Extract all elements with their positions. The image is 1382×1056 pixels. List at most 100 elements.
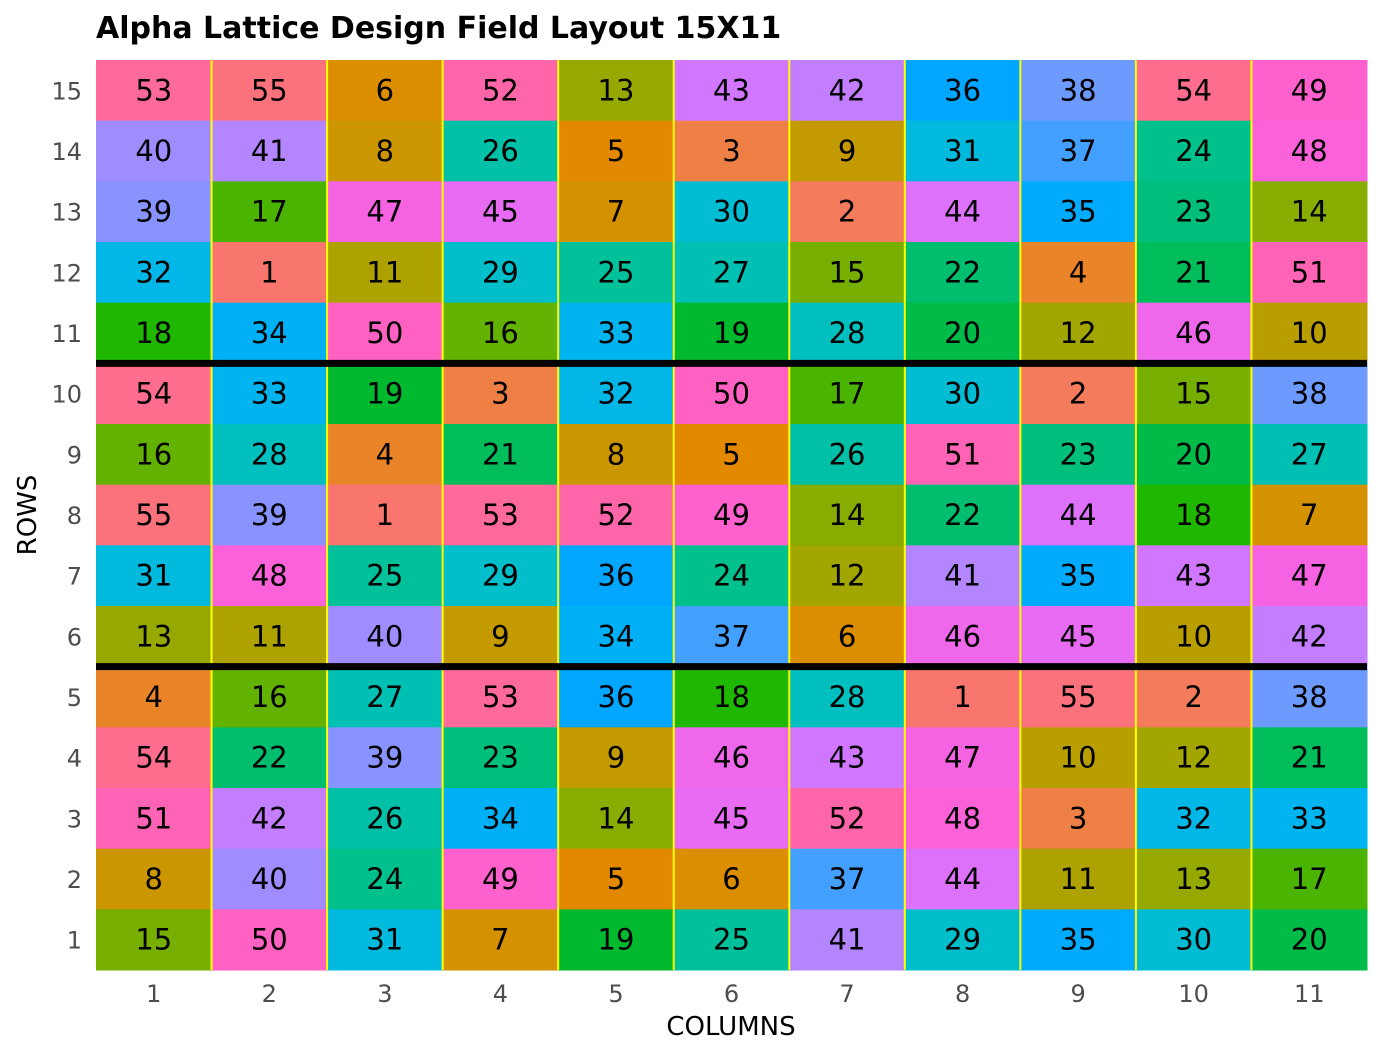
cell-label: 44 xyxy=(1060,498,1097,532)
x-tick-label: 1 xyxy=(146,980,161,1008)
plot-cell xyxy=(1251,302,1368,364)
plot-separators xyxy=(96,60,1367,970)
cell-label: 25 xyxy=(366,559,403,593)
plot-cell xyxy=(673,424,790,486)
plot-cell xyxy=(1135,788,1252,850)
cell-label: 22 xyxy=(251,741,288,775)
cell-label: 44 xyxy=(944,195,981,229)
cell-label: 14 xyxy=(1291,195,1328,229)
plot-cell xyxy=(789,545,906,607)
plot-cell xyxy=(558,788,675,850)
cell-label: 48 xyxy=(1291,134,1328,168)
plot-cell xyxy=(442,363,559,425)
cell-label: 2 xyxy=(838,195,856,229)
x-tick-label: 11 xyxy=(1294,980,1325,1008)
cell-label: 24 xyxy=(713,559,750,593)
cell-label: 14 xyxy=(829,498,866,532)
plot-cell xyxy=(1251,120,1368,182)
cell-label: 49 xyxy=(713,498,750,532)
cell-label: 10 xyxy=(1175,619,1212,653)
plot-cell xyxy=(1251,363,1368,425)
cell-label: 7 xyxy=(607,195,625,229)
plot-cell xyxy=(442,545,559,607)
cell-label: 33 xyxy=(598,316,635,350)
cell-label: 55 xyxy=(135,498,172,532)
plot-cell xyxy=(1135,909,1252,971)
cell-label: 18 xyxy=(713,680,750,714)
plot-cell xyxy=(96,788,213,850)
cell-label: 13 xyxy=(598,73,635,107)
y-tick-label: 5 xyxy=(67,684,82,712)
cell-label: 6 xyxy=(722,862,740,896)
cell-label: 24 xyxy=(1175,134,1212,168)
plot-cell xyxy=(442,788,559,850)
plot-cell xyxy=(673,606,790,668)
plot-cell xyxy=(442,727,559,789)
plot-cell xyxy=(327,727,444,789)
plot-cell xyxy=(327,181,444,243)
plot-cell xyxy=(327,242,444,304)
cell-label: 43 xyxy=(713,73,750,107)
cell-label: 43 xyxy=(829,741,866,775)
plot-cell xyxy=(789,302,906,364)
plot-cell xyxy=(211,788,328,850)
x-tick-label: 5 xyxy=(608,980,623,1008)
cell-label: 36 xyxy=(598,680,635,714)
plot-cell xyxy=(673,848,790,910)
plot-cell xyxy=(327,909,444,971)
cell-label: 16 xyxy=(251,680,288,714)
cell-label: 13 xyxy=(135,619,172,653)
x-axis-title: COLUMNS xyxy=(666,1012,795,1042)
cell-label: 53 xyxy=(482,680,519,714)
cell-label: 53 xyxy=(135,73,172,107)
cell-label: 10 xyxy=(1291,316,1328,350)
plot-cell xyxy=(442,909,559,971)
plot-cell xyxy=(673,60,790,122)
plot-cell xyxy=(96,484,213,546)
plot-cell xyxy=(1251,242,1368,304)
plot-cell xyxy=(327,848,444,910)
cell-label: 17 xyxy=(1291,862,1328,896)
cell-label: 32 xyxy=(1175,801,1212,835)
plot-cell xyxy=(96,727,213,789)
plot-cell xyxy=(1251,606,1368,668)
plot-cell xyxy=(1135,181,1252,243)
cell-label: 15 xyxy=(829,255,866,289)
cell-label: 46 xyxy=(944,619,981,653)
plot-cell xyxy=(1251,484,1368,546)
cell-label: 5 xyxy=(607,862,625,896)
cell-label: 1 xyxy=(953,680,971,714)
plot-cell xyxy=(673,484,790,546)
plot-cell xyxy=(211,484,328,546)
cell-label: 5 xyxy=(607,134,625,168)
plot-cell xyxy=(1251,788,1368,850)
cell-label: 55 xyxy=(251,73,288,107)
plot-cell xyxy=(789,848,906,910)
cell-label: 28 xyxy=(829,680,866,714)
cell-label: 40 xyxy=(135,134,172,168)
plot-cell xyxy=(1251,181,1368,243)
plot-cell xyxy=(673,302,790,364)
cell-label: 52 xyxy=(598,498,635,532)
x-axis-ticks: 1 2 3 4 5 6 7 8 9 10 11 xyxy=(146,980,1324,1008)
plot-cell xyxy=(327,363,444,425)
plot-cell xyxy=(789,666,906,728)
cell-label: 52 xyxy=(829,801,866,835)
cell-label: 36 xyxy=(598,559,635,593)
plot-cell xyxy=(442,302,559,364)
cell-label: 4 xyxy=(1069,255,1087,289)
y-tick-label: 12 xyxy=(51,259,82,287)
cell-label: 19 xyxy=(713,316,750,350)
plot-cell xyxy=(327,302,444,364)
cell-label: 41 xyxy=(829,923,866,957)
cell-label: 19 xyxy=(366,377,403,411)
plot-cell xyxy=(789,788,906,850)
plot-cell xyxy=(1251,848,1368,910)
cell-label: 38 xyxy=(1291,680,1328,714)
cell-label: 27 xyxy=(1291,437,1328,471)
plot-cell xyxy=(1135,848,1252,910)
cell-label: 12 xyxy=(1060,316,1097,350)
plot-cell xyxy=(1251,909,1368,971)
y-tick-label: 1 xyxy=(67,927,82,955)
